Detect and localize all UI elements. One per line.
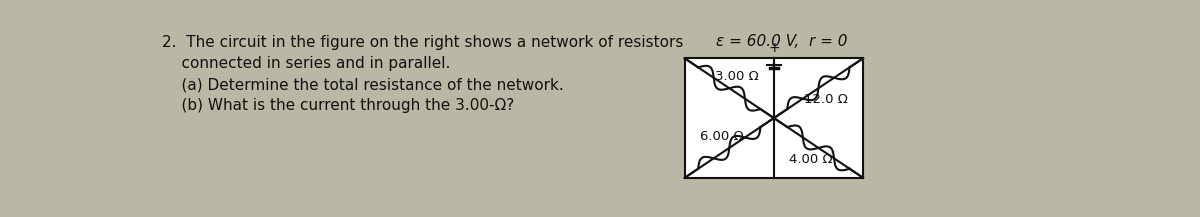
Bar — [685, 58, 863, 178]
Text: 12.0 Ω: 12.0 Ω — [804, 93, 848, 106]
Text: 6.00 Ω: 6.00 Ω — [700, 130, 743, 143]
Text: 3.00 Ω: 3.00 Ω — [715, 70, 758, 83]
Text: ε = 60.0 V,  r = 0: ε = 60.0 V, r = 0 — [715, 34, 847, 49]
Text: 2.  The circuit in the figure on the right shows a network of resistors
    conn: 2. The circuit in the figure on the righ… — [162, 35, 683, 113]
Text: 4.00 Ω: 4.00 Ω — [788, 153, 833, 166]
Text: +: + — [768, 41, 780, 54]
